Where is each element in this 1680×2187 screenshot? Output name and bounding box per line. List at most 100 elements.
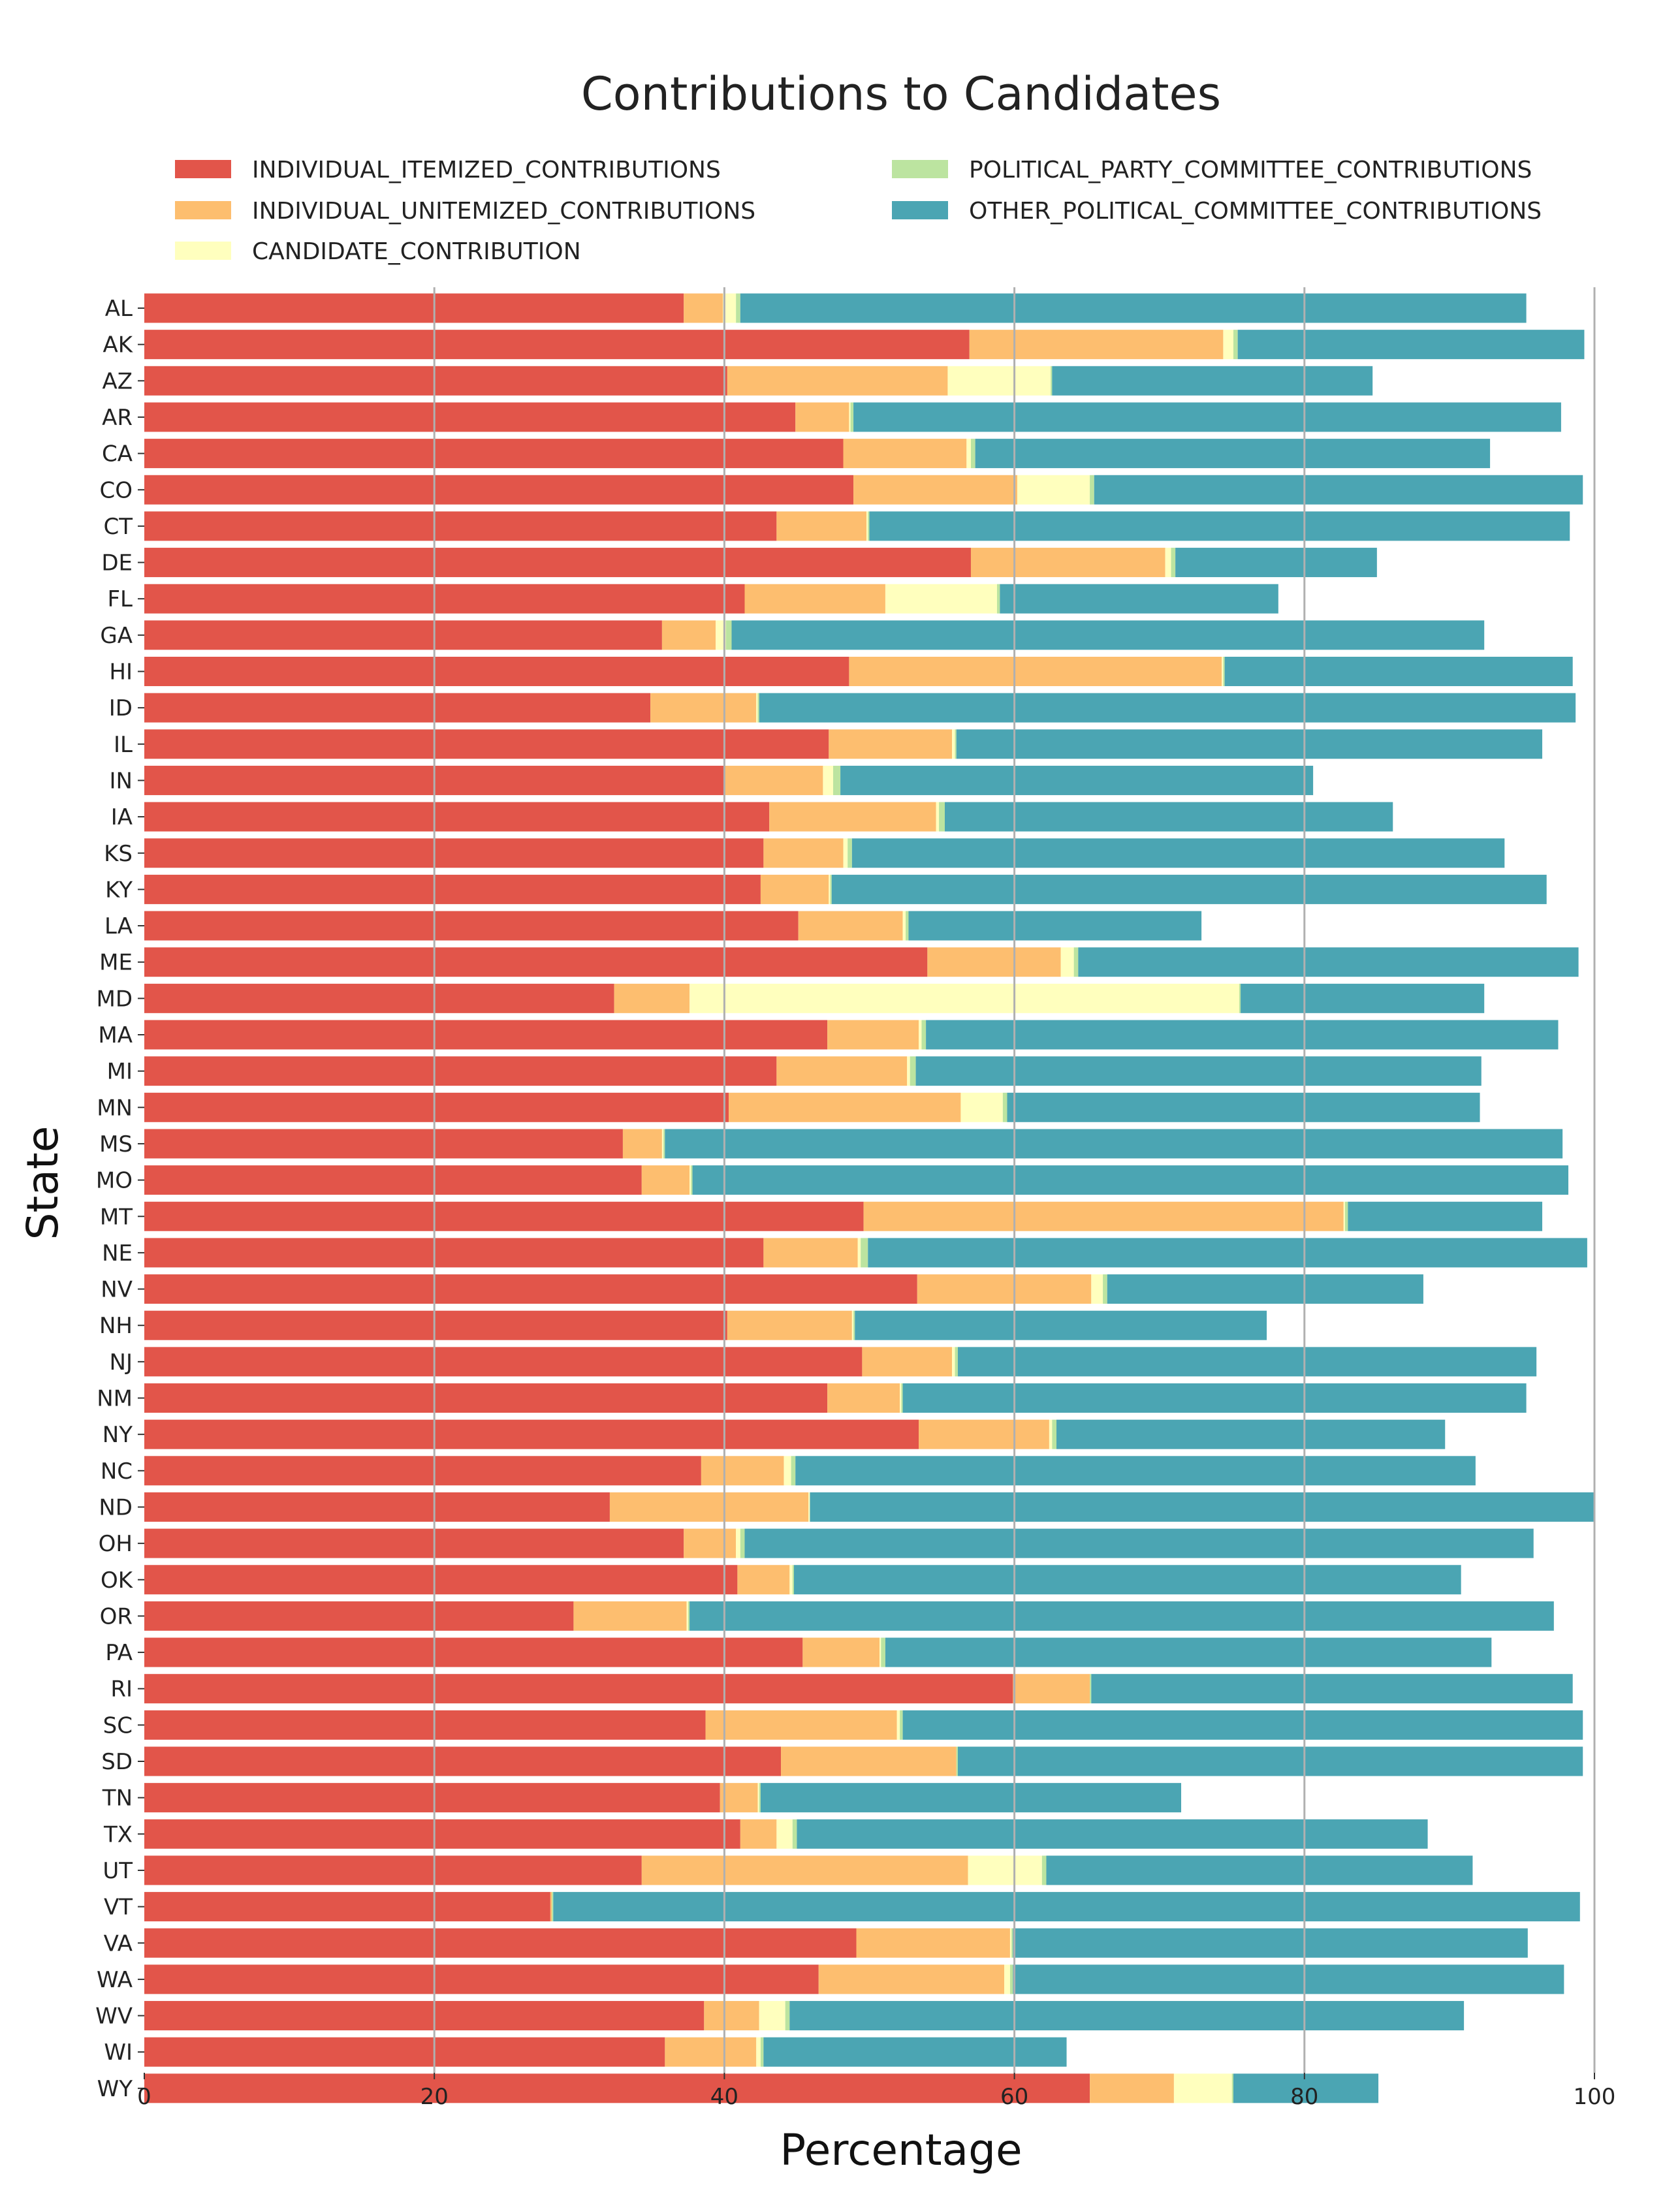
bar-MT-series-2 bbox=[1343, 1201, 1345, 1231]
bar-MN-series-4 bbox=[1007, 1092, 1480, 1122]
bar-UT-series-3 bbox=[1041, 1855, 1047, 1885]
bar-CO-series-2 bbox=[1017, 475, 1090, 505]
bar-SC-series-3 bbox=[900, 1710, 903, 1740]
y-tick-label: VT bbox=[104, 1895, 133, 1921]
bar-ME-series-4 bbox=[1078, 947, 1579, 977]
bar-MS-series-4 bbox=[665, 1129, 1563, 1159]
bar-MN-series-3 bbox=[1002, 1092, 1007, 1122]
bar-NC-series-2 bbox=[784, 1456, 791, 1486]
bar-AL-series-3 bbox=[736, 293, 740, 323]
bar-MS-series-2 bbox=[661, 1129, 664, 1159]
bar-MN-series-2 bbox=[960, 1092, 1003, 1122]
bar-ID-series-0 bbox=[144, 693, 651, 723]
y-tick-label: PA bbox=[105, 1640, 133, 1666]
bar-ME-series-0 bbox=[144, 947, 928, 977]
bar-AL-series-0 bbox=[144, 293, 684, 323]
bar-OK-series-3 bbox=[792, 1565, 795, 1595]
y-tick-label: ME bbox=[99, 950, 133, 976]
bar-CO-series-1 bbox=[853, 475, 1018, 505]
bar-AR-series-0 bbox=[144, 402, 796, 432]
bar-ID-series-1 bbox=[650, 693, 757, 723]
bar-SD-series-3 bbox=[956, 1746, 958, 1776]
bar-MI-series-4 bbox=[915, 1056, 1482, 1086]
y-tick-label: AZ bbox=[102, 368, 133, 394]
legend-swatch bbox=[892, 201, 948, 219]
x-tick-label: 40 bbox=[710, 2084, 738, 2110]
bar-TX-series-0 bbox=[144, 1819, 740, 1849]
y-tick-label: KS bbox=[104, 841, 133, 867]
bar-WY-series-1 bbox=[1090, 2073, 1174, 2103]
bar-VA-series-4 bbox=[1013, 1928, 1528, 1958]
y-tick-label: IA bbox=[111, 804, 133, 830]
bar-MD-series-1 bbox=[614, 983, 690, 1013]
bar-HI-series-2 bbox=[1222, 657, 1224, 686]
bar-CA-series-0 bbox=[144, 439, 844, 469]
bar-IN-series-4 bbox=[840, 765, 1314, 795]
bar-UT-series-4 bbox=[1046, 1855, 1473, 1885]
y-tick-label: MO bbox=[96, 1168, 133, 1194]
bar-NM-series-4 bbox=[902, 1383, 1527, 1413]
bar-MI-series-1 bbox=[776, 1056, 908, 1086]
y-tick-label: KY bbox=[105, 877, 133, 903]
bar-NH-series-2 bbox=[851, 1310, 854, 1340]
bar-ME-series-3 bbox=[1073, 947, 1079, 977]
legend-label: OTHER_POLITICAL_COMMITTEE_CONTRIBUTIONS bbox=[969, 198, 1542, 225]
y-tick-label: OH bbox=[99, 1531, 133, 1557]
y-axis-ticks: AL AK AZ AR CA CO CT DE FL GA HI ID IL IN IA KS KY LA ME MD… bbox=[95, 296, 144, 2102]
bar-TX-series-2 bbox=[776, 1819, 793, 1849]
bar-CA-series-4 bbox=[975, 439, 1491, 469]
bar-MT-series-1 bbox=[863, 1201, 1344, 1231]
y-tick-label: MT bbox=[100, 1204, 133, 1230]
bar-AK-series-1 bbox=[969, 330, 1224, 360]
bar-KY-series-0 bbox=[144, 874, 761, 904]
y-tick-label: NC bbox=[101, 1458, 133, 1485]
bar-WY-series-2 bbox=[1173, 2073, 1232, 2103]
bar-DE-series-2 bbox=[1165, 548, 1171, 578]
bar-TN-series-2 bbox=[757, 1783, 759, 1813]
bar-OH-series-0 bbox=[144, 1528, 684, 1558]
y-tick-label: IL bbox=[114, 732, 133, 758]
legend-label: INDIVIDUAL_ITEMIZED_CONTRIBUTIONS bbox=[252, 157, 721, 183]
bar-ID-series-3 bbox=[757, 693, 759, 723]
bar-IA-series-0 bbox=[144, 802, 770, 832]
bar-AR-series-1 bbox=[795, 402, 849, 432]
bar-ME-series-2 bbox=[1060, 947, 1074, 977]
bar-WA-series-0 bbox=[144, 1964, 819, 1994]
bars bbox=[144, 293, 1594, 2103]
y-tick-label: WV bbox=[95, 2004, 133, 2030]
bar-VT-series-3 bbox=[552, 1892, 554, 1922]
bar-MO-series-3 bbox=[691, 1165, 693, 1195]
y-tick-label: MD bbox=[96, 986, 133, 1012]
bar-KS-series-3 bbox=[848, 838, 852, 868]
bar-NH-series-4 bbox=[855, 1310, 1267, 1340]
y-tick-label: MS bbox=[99, 1131, 133, 1157]
bar-MA-series-0 bbox=[144, 1020, 828, 1050]
bar-AL-series-4 bbox=[740, 293, 1527, 323]
y-tick-label: NJ bbox=[110, 1349, 133, 1376]
bar-IA-series-3 bbox=[939, 802, 945, 832]
y-tick-label: MI bbox=[107, 1059, 133, 1085]
bar-OH-series-2 bbox=[736, 1528, 740, 1558]
bar-MA-series-4 bbox=[926, 1020, 1559, 1050]
bar-NJ-series-3 bbox=[955, 1347, 958, 1377]
bar-AZ-series-2 bbox=[947, 366, 1051, 396]
bar-NV-series-4 bbox=[1107, 1274, 1423, 1304]
bar-CA-series-3 bbox=[970, 439, 975, 469]
y-tick-label: TX bbox=[103, 1821, 133, 1848]
bar-OH-series-1 bbox=[684, 1528, 737, 1558]
y-tick-label: IN bbox=[110, 768, 133, 794]
bar-NY-series-4 bbox=[1056, 1419, 1446, 1449]
y-tick-label: MN bbox=[97, 1095, 133, 1121]
bar-NJ-series-0 bbox=[144, 1347, 863, 1377]
bar-MA-series-3 bbox=[921, 1020, 927, 1050]
bar-FL-series-1 bbox=[744, 584, 885, 614]
bar-HI-series-1 bbox=[849, 657, 1222, 686]
bar-HI-series-0 bbox=[144, 657, 849, 686]
bar-UT-series-1 bbox=[641, 1855, 968, 1885]
x-axis-label: Percentage bbox=[780, 2125, 1022, 2175]
bar-WV-series-0 bbox=[144, 2001, 705, 2031]
bar-OK-series-0 bbox=[144, 1565, 738, 1595]
bar-AR-series-3 bbox=[850, 402, 854, 432]
y-tick-label: DE bbox=[101, 550, 133, 576]
bar-AK-series-0 bbox=[144, 330, 970, 360]
